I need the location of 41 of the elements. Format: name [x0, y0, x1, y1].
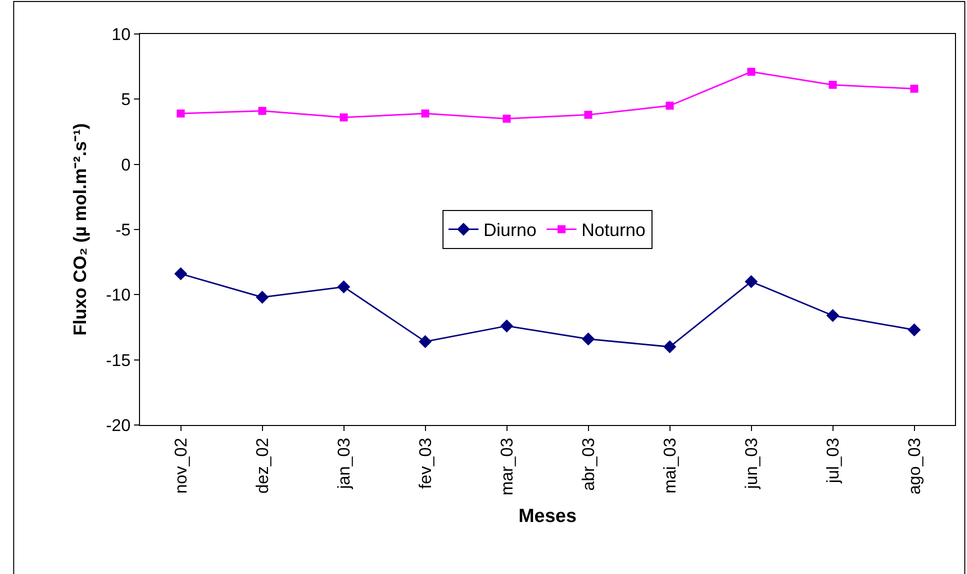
point — [502, 114, 511, 123]
point — [663, 340, 676, 354]
x-tick-label: jan_03 — [334, 438, 354, 490]
x-tick-label: fev_03 — [416, 438, 435, 489]
x-tick-label: ago_03 — [904, 438, 924, 495]
point — [340, 113, 348, 122]
point — [418, 335, 432, 348]
point — [337, 280, 350, 294]
point — [910, 84, 918, 93]
y-tick-label: -10 — [106, 286, 131, 305]
point — [582, 332, 595, 346]
x-tick-label: jun_03 — [742, 438, 761, 490]
point — [584, 110, 592, 119]
x-tick-label: jul_03 — [823, 438, 842, 484]
y-tick-label: -15 — [106, 350, 131, 370]
legend-label: Noturno — [582, 220, 646, 240]
point — [666, 102, 674, 110]
x-tick-label: dez_02 — [252, 438, 272, 494]
point — [747, 68, 756, 76]
point — [908, 323, 921, 336]
point — [174, 267, 188, 280]
point — [256, 290, 269, 304]
point — [828, 80, 837, 89]
x-axis-title: Meses — [518, 506, 577, 528]
y-tick-label: -5 — [115, 220, 131, 240]
y-tick-label: -20 — [106, 416, 131, 435]
x-tick-label: abr_03 — [578, 438, 598, 491]
y-tick-label: 10 — [112, 24, 131, 44]
y-tick-label: 0 — [121, 155, 131, 174]
point — [826, 309, 840, 322]
point — [258, 106, 266, 115]
point — [500, 319, 514, 332]
x-tick-label: mar_03 — [497, 438, 516, 496]
point — [421, 110, 430, 118]
point — [744, 275, 758, 288]
x-tick-label: mai_03 — [660, 438, 680, 494]
x-tick-label: nov_02 — [171, 438, 190, 494]
y-axis-title: Fluxo CO₂ (µ mol.m⁻².s⁻¹) — [70, 123, 90, 336]
point — [176, 110, 185, 118]
y-tick-label: 5 — [121, 90, 131, 110]
legend-label: Diurno — [484, 220, 537, 240]
